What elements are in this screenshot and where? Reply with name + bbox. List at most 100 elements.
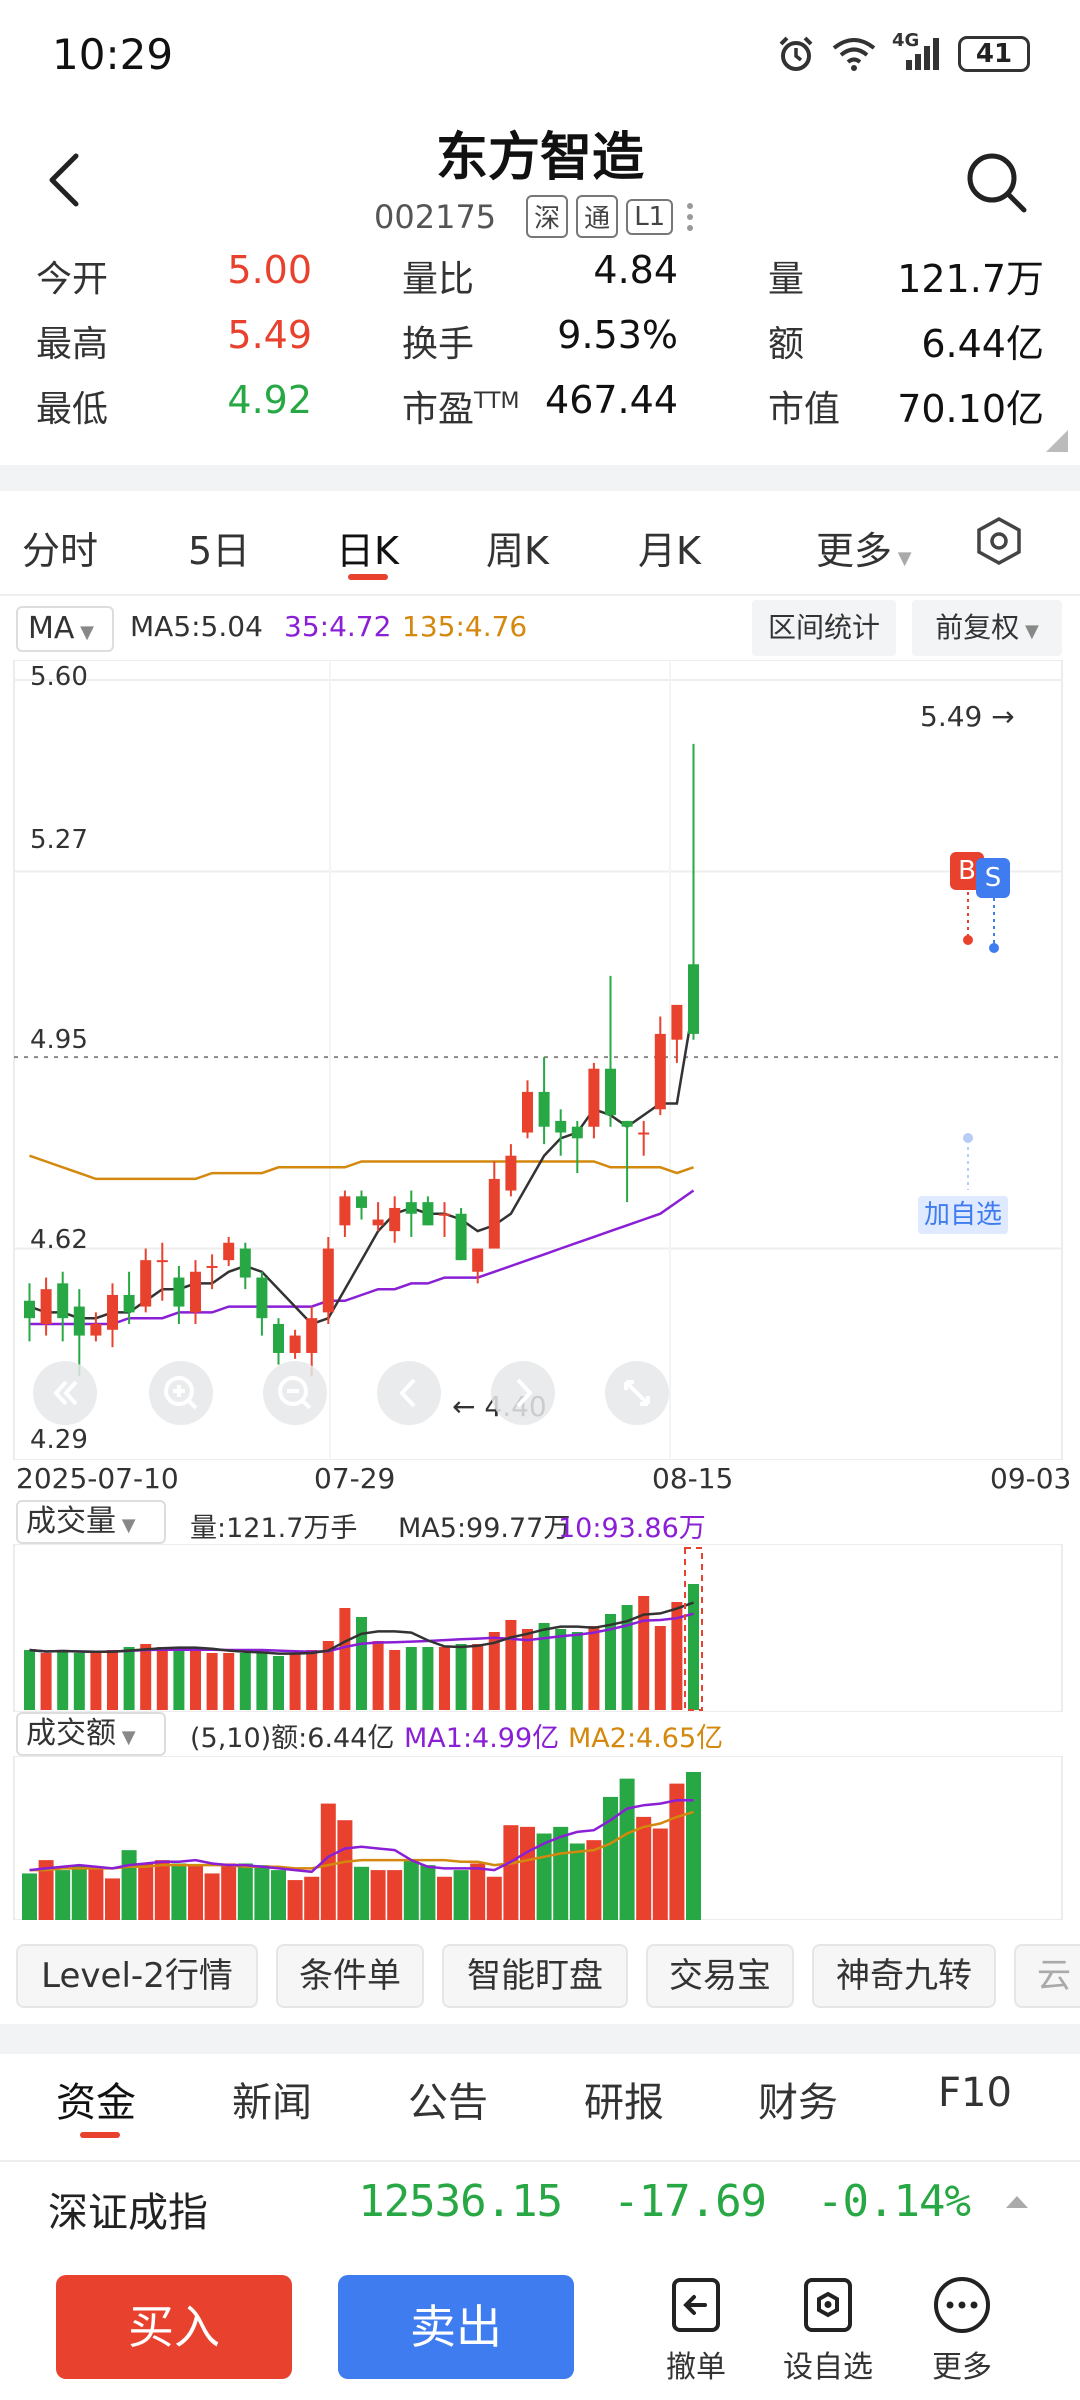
volume-bar	[256, 1653, 268, 1710]
candle	[422, 1202, 434, 1226]
high-label: 最高	[36, 324, 109, 365]
set-watchlist-button[interactable]: 设自选	[768, 2274, 888, 2386]
candle	[372, 1219, 384, 1226]
volume-bar	[273, 1656, 284, 1710]
volume-bar	[555, 1629, 567, 1710]
candle	[322, 1248, 334, 1313]
tab-more[interactable]: 更多 ▼	[816, 529, 912, 573]
alarm-icon	[779, 36, 813, 71]
volume-bar	[621, 1605, 633, 1710]
candle	[57, 1283, 69, 1319]
candle	[571, 1126, 583, 1139]
candle	[140, 1260, 152, 1307]
tab-research[interactable]: 研报	[584, 2080, 664, 2126]
pan-left-icon[interactable]	[376, 1360, 442, 1426]
ma5-label: MA5:5.04	[130, 610, 263, 643]
stock-code: 002175	[374, 197, 497, 236]
index-ticker[interactable]: 深证成指 12536.15 -17.69 -0.14%	[0, 2160, 1080, 2250]
open-label: 今开	[36, 259, 109, 300]
volume-bar	[654, 1626, 666, 1710]
y-tick-label: 4.95	[30, 1025, 88, 1055]
more-icon	[934, 2277, 990, 2333]
volume-dropdown[interactable]: 成交量 ▼	[16, 1500, 166, 1544]
kline-chart[interactable]	[0, 660, 1080, 1460]
chip-smart-watch[interactable]: 智能盯盘	[442, 1944, 628, 2008]
amount-dropdown[interactable]: 成交额 ▼	[16, 1712, 166, 1756]
chip-condition-order[interactable]: 条件单	[276, 1944, 424, 2008]
adjust-dropdown[interactable]: 前复权 ▼	[912, 600, 1062, 656]
add-watch-marker[interactable]: 加自选	[918, 1196, 1009, 1234]
tab-f10[interactable]: F10	[938, 2070, 1012, 2116]
stock-subline: 002175 深 通 L1	[374, 195, 694, 238]
candle	[273, 1323, 284, 1353]
amount-bar	[304, 1876, 320, 1920]
search-icon[interactable]	[964, 150, 1028, 214]
expand-up-icon[interactable]	[1006, 2196, 1028, 2208]
amount-bar	[603, 1796, 618, 1920]
divider	[0, 594, 1080, 596]
volume-bar	[40, 1653, 52, 1710]
candle	[621, 1120, 633, 1127]
candle	[389, 1207, 401, 1232]
zoom-in-icon[interactable]	[148, 1360, 214, 1426]
pan-right-icon[interactable]	[490, 1360, 556, 1426]
more-dots-icon[interactable]	[687, 202, 694, 231]
status-time: 10:29	[52, 30, 174, 79]
interval-stats-button[interactable]: 区间统计	[752, 600, 896, 656]
tab-5day[interactable]: 5日	[188, 529, 251, 573]
candle	[638, 1132, 650, 1135]
chip-magic-nine[interactable]: 神奇九转	[812, 1944, 996, 2008]
watch-marker-dot	[963, 1133, 973, 1143]
expand-corner-icon[interactable]	[1046, 430, 1068, 452]
amount-bar	[354, 1866, 369, 1920]
tab-intraday[interactable]: 分时	[22, 529, 99, 573]
y-tick-label: 5.27	[30, 825, 88, 855]
tab-monthly-k[interactable]: 月K	[638, 529, 701, 573]
sell-button[interactable]: 卖出	[338, 2275, 574, 2379]
candle	[488, 1178, 500, 1249]
watchlist-icon	[804, 2278, 852, 2332]
ma5-line	[29, 1004, 695, 1326]
amount-bar	[403, 1860, 419, 1920]
volume-bar	[389, 1650, 401, 1710]
volume-bar	[206, 1653, 218, 1710]
amount-chart[interactable]	[0, 1756, 1080, 1920]
news-tab-indicator	[80, 2132, 120, 2138]
settings-hex-icon[interactable]	[974, 516, 1024, 566]
candle	[356, 1196, 367, 1208]
vol-ratio-value: 4.84	[593, 248, 678, 292]
tab-finance[interactable]: 财务	[758, 2080, 838, 2126]
amount-bar	[437, 1876, 452, 1920]
fullscreen-icon[interactable]	[604, 1360, 670, 1426]
rewind-icon[interactable]	[32, 1360, 98, 1426]
low-label: 最低	[36, 389, 109, 430]
sell-marker[interactable]: S	[976, 858, 1010, 898]
cancel-order-button[interactable]: 撤单	[636, 2274, 756, 2386]
candle	[505, 1155, 517, 1191]
pe-value: 467.44	[545, 378, 678, 422]
chip-cloud[interactable]: 云	[1014, 1944, 1080, 2008]
back-icon[interactable]	[40, 150, 90, 210]
more-button[interactable]: 更多	[902, 2274, 1022, 2386]
chip-level2[interactable]: Level-2行情	[16, 1944, 258, 2008]
amount-bar	[619, 1778, 635, 1920]
volume-bar	[306, 1650, 318, 1710]
tab-announcements[interactable]: 公告	[408, 2080, 488, 2126]
ma-dropdown[interactable]: MA ▼	[16, 606, 114, 652]
section-gap	[0, 465, 1080, 491]
candle	[405, 1202, 417, 1214]
volume-chart[interactable]	[0, 1544, 1080, 1712]
tab-funds[interactable]: 资金	[56, 2080, 136, 2126]
amount-ma1: MA1:4.99亿	[404, 1723, 560, 1754]
y-tick-label: 4.62	[30, 1225, 88, 1255]
volume-frame	[13, 1544, 1063, 1712]
tab-weekly-k[interactable]: 周K	[486, 529, 549, 573]
amount-bar	[204, 1873, 220, 1920]
tab-daily-k[interactable]: 日K	[336, 529, 399, 573]
buy-button[interactable]: 买入	[56, 2275, 292, 2379]
tab-news[interactable]: 新闻	[232, 2080, 312, 2126]
amount-bar	[420, 1865, 436, 1920]
chip-trade-treasure[interactable]: 交易宝	[646, 1944, 794, 2008]
zoom-out-icon[interactable]	[262, 1360, 328, 1426]
volume-bar	[57, 1650, 69, 1710]
